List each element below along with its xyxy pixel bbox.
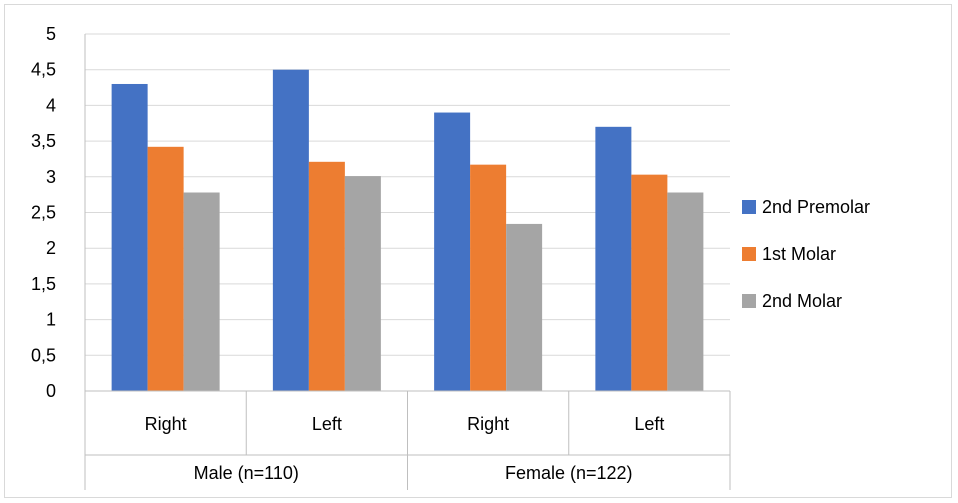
legend-label: 2nd Premolar bbox=[762, 197, 870, 217]
bar bbox=[147, 146, 184, 391]
y-tick-label: 4,5 bbox=[31, 60, 56, 80]
bar bbox=[506, 223, 543, 391]
y-tick-label: 1 bbox=[46, 310, 56, 330]
legend-label: 1st Molar bbox=[762, 244, 836, 264]
bar bbox=[183, 192, 220, 391]
axes: 0 0,5 1 1,5 2 2,5 3 3,5 4 4,5 5 Right Left Right Left M… bbox=[31, 24, 731, 490]
chart-frame bbox=[4, 4, 952, 498]
bar bbox=[308, 161, 345, 391]
y-tick-label: 0,5 bbox=[31, 345, 56, 365]
group-label: Male (n=110) bbox=[194, 463, 299, 483]
legend: 2nd Premolar 1st Molar 2nd Molar bbox=[742, 197, 870, 311]
bar bbox=[470, 164, 507, 391]
legend-swatch bbox=[742, 247, 756, 261]
group-label: Female (n=122) bbox=[505, 463, 633, 483]
bar bbox=[631, 174, 668, 391]
bar bbox=[595, 126, 632, 391]
y-tick-label: 2 bbox=[46, 238, 56, 258]
bars bbox=[111, 69, 704, 391]
bar bbox=[434, 112, 471, 391]
x-tick-label: Right bbox=[467, 414, 509, 434]
x-tick-label: Left bbox=[634, 414, 664, 434]
y-tick-label: 4 bbox=[46, 95, 56, 115]
legend-swatch bbox=[742, 200, 756, 214]
x-tick-label: Left bbox=[312, 414, 342, 434]
bar bbox=[344, 176, 381, 391]
y-tick-label: 3 bbox=[46, 167, 56, 187]
y-tick-label: 2,5 bbox=[31, 203, 56, 223]
bar bbox=[111, 83, 148, 391]
bar bbox=[272, 69, 309, 391]
y-tick-label: 5 bbox=[46, 24, 56, 44]
y-tick-label: 3,5 bbox=[31, 131, 56, 151]
bar bbox=[667, 192, 704, 391]
legend-swatch bbox=[742, 294, 756, 308]
y-tick-label: 1,5 bbox=[31, 274, 56, 294]
x-tick-label: Right bbox=[145, 414, 187, 434]
y-tick-label: 0 bbox=[46, 381, 56, 401]
legend-label: 2nd Molar bbox=[762, 291, 842, 311]
